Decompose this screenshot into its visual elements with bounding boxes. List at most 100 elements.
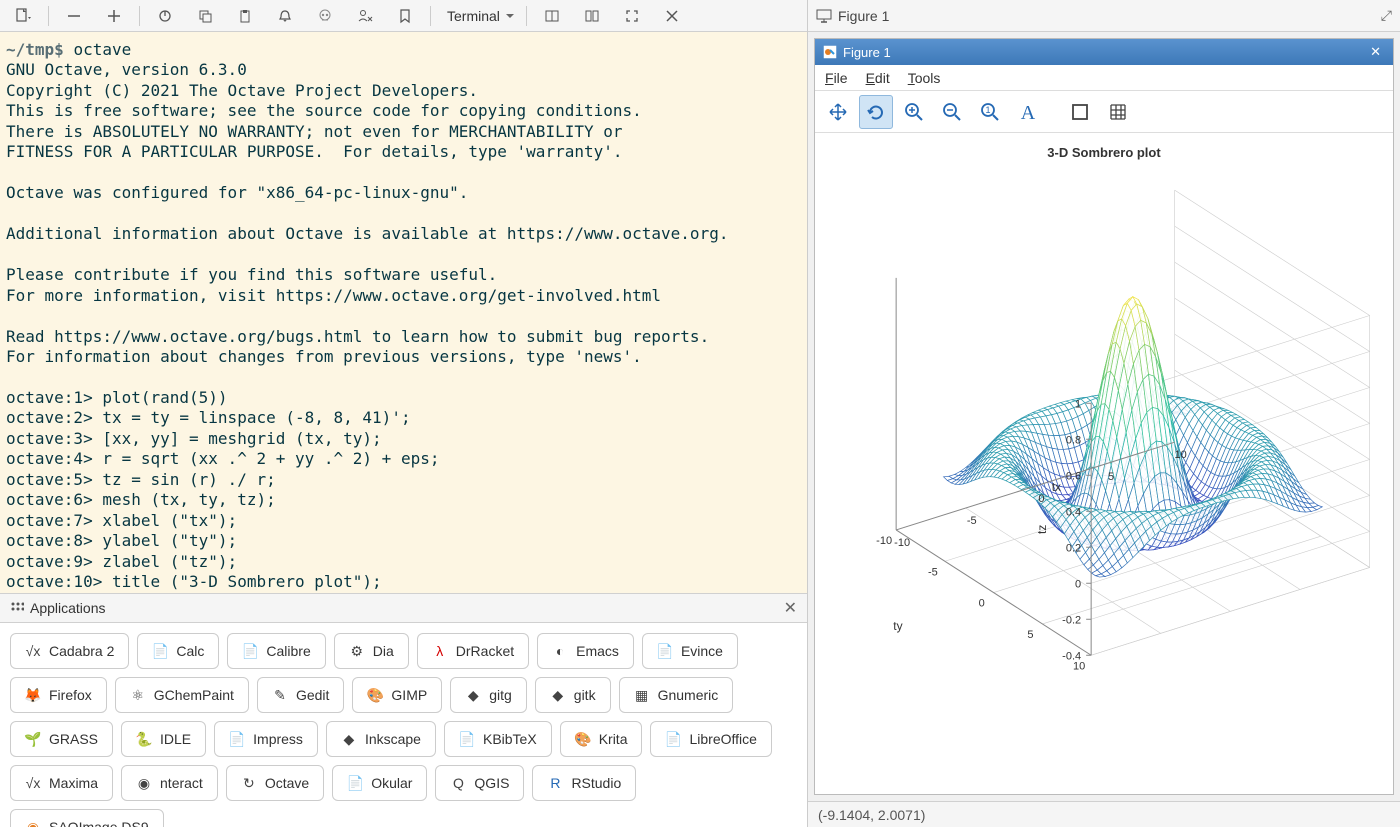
fullscreen-icon[interactable] <box>613 3 651 29</box>
split-horizontal-icon[interactable] <box>533 3 571 29</box>
figure-expand-icon[interactable]: ⤢ <box>1381 7 1392 24</box>
app-icon: ◆ <box>465 687 481 703</box>
app-calibre[interactable]: 📄Calibre <box>227 633 325 669</box>
monitor-icon <box>816 9 832 23</box>
applications-close[interactable]: ✕ <box>784 598 797 618</box>
app-dia[interactable]: ⚙Dia <box>334 633 409 669</box>
app-icon: 📄 <box>665 731 681 747</box>
app-octave[interactable]: ↻Octave <box>226 765 324 801</box>
app-gedit[interactable]: ✎Gedit <box>257 677 344 713</box>
app-libreoffice[interactable]: 📄LibreOffice <box>650 721 771 757</box>
svg-text:1: 1 <box>1075 398 1081 410</box>
app-cadabra-2[interactable]: √xCadabra 2 <box>10 633 129 669</box>
zoom-out-icon[interactable] <box>935 95 969 129</box>
menu-tools[interactable]: Tools <box>908 70 941 86</box>
menu-edit[interactable]: Edit <box>866 70 890 86</box>
bookmark-icon[interactable] <box>386 3 424 29</box>
app-label: Calibre <box>266 643 310 659</box>
select-icon[interactable] <box>1063 95 1097 129</box>
app-label: Evince <box>681 643 723 659</box>
svg-text:tz: tz <box>1035 525 1049 534</box>
zoom-in-icon[interactable] <box>897 95 931 129</box>
app-qgis[interactable]: Q QGIS <box>435 765 524 801</box>
svg-text:A: A <box>1021 102 1036 123</box>
figure-toolbar: 1 A <box>815 91 1393 133</box>
svg-text:1: 1 <box>985 105 990 115</box>
app-label: Dia <box>373 643 394 659</box>
app-saoimage-ds9[interactable]: ◉SAOImage DS9 <box>10 809 164 827</box>
zoom-fit-icon[interactable]: 1 <box>973 95 1007 129</box>
app-maxima[interactable]: √xMaxima <box>10 765 113 801</box>
app-kbibtex[interactable]: 📄KBibTeX <box>444 721 552 757</box>
app-icon: 🌱 <box>25 731 41 747</box>
app-firefox[interactable]: 🦊Firefox <box>10 677 107 713</box>
app-icon: ▦ <box>634 687 650 703</box>
copy-icon[interactable] <box>186 3 224 29</box>
app-label: RStudio <box>571 775 621 791</box>
figure-status-bar: (-9.1404, 2.0071) <box>808 801 1400 827</box>
close-icon[interactable] <box>653 3 691 29</box>
app-gimp[interactable]: 🎨GIMP <box>352 677 442 713</box>
figure-canvas[interactable]: -0.4-0.200.20.40.60.81-10-50510-10-50510… <box>815 133 1393 794</box>
app-icon: ↻ <box>241 775 257 791</box>
power-icon[interactable] <box>146 3 184 29</box>
app-icon: Q <box>450 775 466 791</box>
app-label: nteract <box>160 775 203 791</box>
figure-window: Figure 1 ✕ FileEditTools 1 A -0.4-0.200.… <box>814 38 1394 795</box>
app-idle[interactable]: 🐍IDLE <box>121 721 206 757</box>
svg-text:0.6: 0.6 <box>1066 470 1081 482</box>
pan-icon[interactable] <box>821 95 855 129</box>
app-nteract[interactable]: ◉nteract <box>121 765 218 801</box>
app-gitk[interactable]: ◆gitk <box>535 677 611 713</box>
figure-menubar: File Edit Tools <box>815 65 1393 91</box>
app-label: DrRacket <box>456 643 514 659</box>
bell-icon[interactable] <box>266 3 304 29</box>
svg-text:-0.2: -0.2 <box>1062 614 1081 626</box>
terminal[interactable]: ~/tmp$ octave GNU Octave, version 6.3.0 … <box>0 32 807 593</box>
figure-window-icon <box>823 45 837 59</box>
app-krita[interactable]: 🎨Krita <box>560 721 643 757</box>
svg-text:-5: -5 <box>967 515 977 527</box>
app-rstudio[interactable]: RRStudio <box>532 765 636 801</box>
user-x-icon[interactable] <box>346 3 384 29</box>
skull-icon[interactable] <box>306 3 344 29</box>
text-icon[interactable]: A <box>1011 95 1045 129</box>
terminal-dropdown[interactable]: Terminal <box>437 3 520 29</box>
grid-icon[interactable] <box>1101 95 1135 129</box>
app-grass[interactable]: 🌱 GRASS <box>10 721 113 757</box>
app-impress[interactable]: 📄Impress <box>214 721 318 757</box>
app-icon: 🦊 <box>25 687 41 703</box>
app-gchempaint[interactable]: ⚛GChemPaint <box>115 677 249 713</box>
app-evince[interactable]: 📄Evince <box>642 633 738 669</box>
rotate-icon[interactable] <box>859 95 893 129</box>
app-gnumeric[interactable]: ▦Gnumeric <box>619 677 734 713</box>
svg-text:5: 5 <box>1027 629 1033 641</box>
app-icon: ◆ <box>341 731 357 747</box>
apps-icon <box>10 601 24 615</box>
zoom-out-button[interactable] <box>55 3 93 29</box>
app-emacs[interactable]: ◐Emacs <box>537 633 634 669</box>
split-vertical-icon[interactable] <box>573 3 611 29</box>
figure-tab-title: Figure 1 <box>838 8 889 24</box>
figure-window-titlebar[interactable]: Figure 1 ✕ <box>815 39 1393 65</box>
app-label: Gedit <box>296 687 329 703</box>
svg-text:3-D Sombrero plot: 3-D Sombrero plot <box>1047 145 1161 160</box>
svg-text:-10: -10 <box>876 535 892 547</box>
app-inkscape[interactable]: ◆Inkscape <box>326 721 436 757</box>
app-icon: 🎨 <box>575 731 591 747</box>
app-label: IDLE <box>160 731 191 747</box>
svg-text:5: 5 <box>1108 471 1114 483</box>
app-okular[interactable]: 📄Okular <box>332 765 427 801</box>
zoom-in-button[interactable] <box>95 3 133 29</box>
app-icon: ◉ <box>25 819 41 827</box>
app-calc[interactable]: 📄Calc <box>137 633 219 669</box>
app-icon: ⚛ <box>130 687 146 703</box>
app-label: GRASS <box>49 731 98 747</box>
figure-window-close[interactable]: ✕ <box>1366 44 1385 60</box>
menu-file[interactable]: File <box>825 70 848 86</box>
app-gitg[interactable]: ◆gitg <box>450 677 527 713</box>
app-label: QGIS <box>474 775 509 791</box>
paste-icon[interactable] <box>226 3 264 29</box>
app-drracket[interactable]: λDrRacket <box>417 633 529 669</box>
new-file-dropdown[interactable] <box>4 3 42 29</box>
